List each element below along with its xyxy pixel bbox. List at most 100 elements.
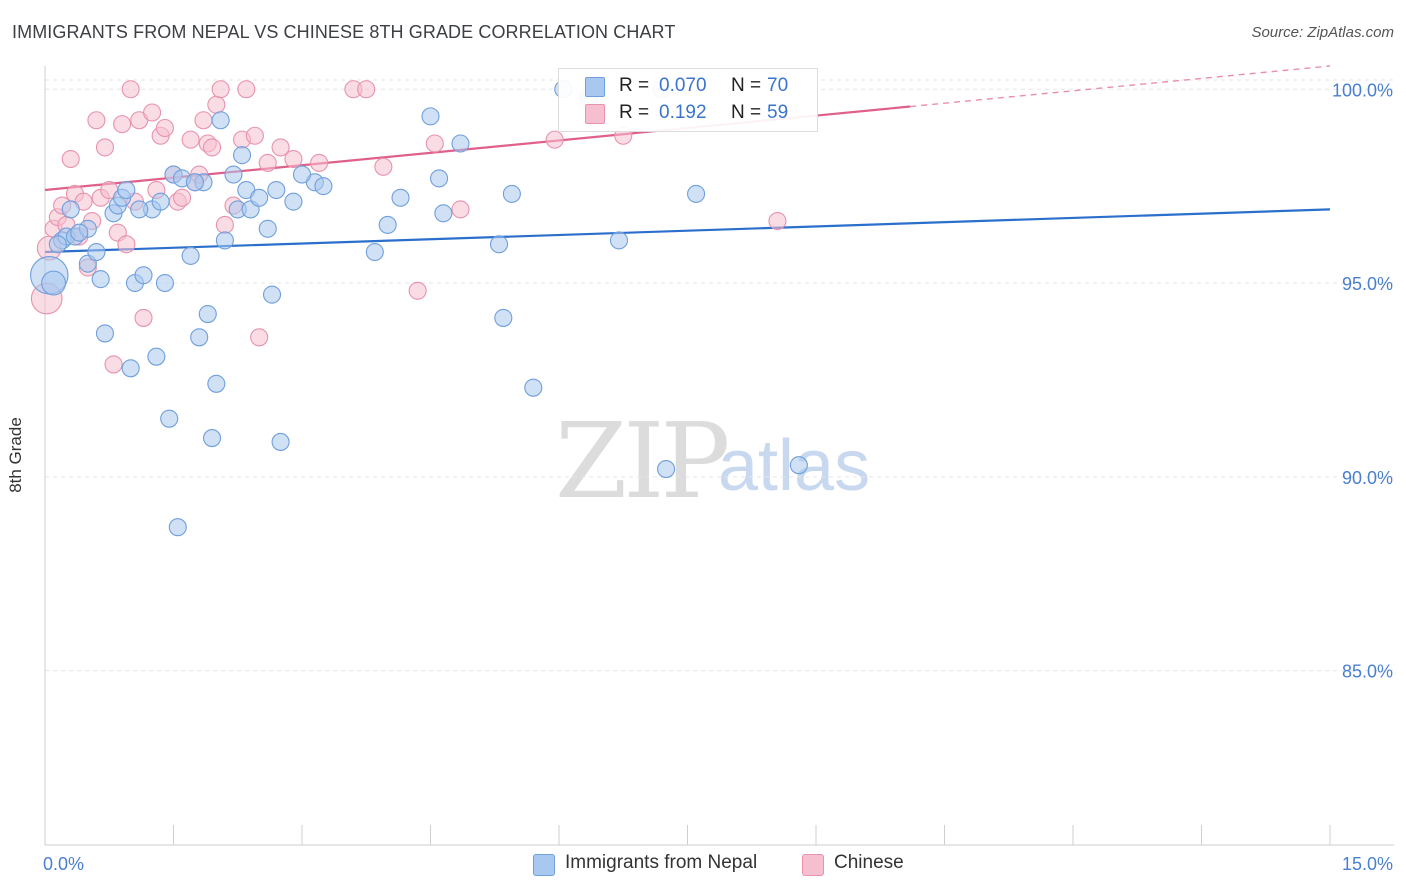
y-tick-label: 95.0% bbox=[1342, 274, 1393, 294]
data-point-nepal bbox=[271, 432, 290, 451]
source-credit: Source: ZipAtlas.com bbox=[1251, 24, 1394, 41]
legend-row-chinese: R = 0.192 N = 59 bbox=[559, 100, 817, 126]
data-point-nepal bbox=[292, 165, 312, 184]
data-point-nepal bbox=[494, 308, 513, 327]
data-point-nepal bbox=[267, 180, 286, 200]
data-point-nepal bbox=[160, 409, 179, 428]
data-point-nepal bbox=[87, 242, 106, 262]
data-point-nepal bbox=[147, 347, 166, 366]
chart-title: IMMIGRANTS FROM NEPAL VS CHINESE 8TH GRA… bbox=[12, 22, 676, 42]
data-point-nepal bbox=[789, 456, 808, 475]
data-point-nepal bbox=[190, 328, 209, 347]
data-point-chinese bbox=[87, 111, 106, 130]
tick-labels: 100.0% 95.0% 90.0% 85.0% 0.0% 15.0% bbox=[43, 80, 1393, 874]
data-point-chinese bbox=[284, 149, 303, 169]
trendline-chinese-dashed bbox=[910, 65, 1331, 108]
data-point-nepal bbox=[430, 169, 449, 188]
x-tick-label-min: 0.0% bbox=[43, 854, 84, 874]
data-point-nepal bbox=[421, 107, 440, 126]
watermark-zip: ZIP bbox=[555, 400, 730, 522]
data-point-nepal bbox=[262, 285, 282, 304]
data-point-nepal bbox=[250, 188, 269, 207]
data-point-nepal bbox=[434, 204, 453, 223]
data-point-nepal bbox=[224, 165, 243, 184]
data-point-nepal bbox=[391, 188, 410, 207]
data-point-chinese bbox=[181, 130, 200, 149]
axes bbox=[44, 66, 1394, 846]
y-tick-label: 100.0% bbox=[1332, 80, 1393, 100]
trendline-nepal bbox=[44, 208, 1331, 254]
data-point-chinese bbox=[61, 149, 80, 169]
data-point-chinese bbox=[258, 153, 277, 172]
legend-r-value-chinese: 0.192 bbox=[659, 102, 707, 123]
data-point-nepal bbox=[207, 374, 226, 393]
data-point-nepal bbox=[314, 177, 333, 196]
data-point-chinese bbox=[134, 308, 153, 327]
data-point-nepal bbox=[198, 304, 217, 324]
data-point-nepal bbox=[181, 246, 200, 265]
data-point-chinese bbox=[250, 328, 269, 347]
grid-lines bbox=[45, 79, 1394, 672]
data-point-nepal bbox=[211, 111, 230, 130]
data-point-nepal bbox=[284, 192, 303, 211]
legend-r-label: R = bbox=[619, 102, 650, 123]
data-point-chinese bbox=[374, 157, 393, 176]
data-point-nepal bbox=[365, 242, 384, 262]
data-point-chinese bbox=[95, 138, 115, 157]
data-point-chinese bbox=[203, 138, 222, 157]
data-point-chinese bbox=[451, 200, 470, 219]
data-point-nepal bbox=[121, 359, 140, 378]
data-point-chinese bbox=[310, 153, 329, 172]
y-tick-label: 85.0% bbox=[1342, 662, 1393, 682]
data-point-nepal bbox=[215, 231, 234, 250]
data-point-nepal bbox=[489, 235, 509, 254]
x-tick-label-max: 15.0% bbox=[1342, 854, 1393, 874]
data-point-nepal bbox=[91, 270, 110, 289]
trendline-nepal-solid bbox=[44, 208, 1331, 254]
data-point-nepal bbox=[95, 324, 115, 343]
legend-n-label: N = bbox=[731, 75, 762, 96]
legend-swatch-chinese bbox=[585, 104, 605, 124]
data-point-nepal bbox=[657, 460, 676, 479]
data-point-nepal bbox=[203, 429, 222, 448]
data-point-chinese bbox=[155, 118, 174, 138]
data-point-chinese bbox=[545, 130, 564, 149]
data-point-nepal bbox=[41, 270, 67, 296]
correlation-legend: R = 0.070 N = 70 R = 0.192 N = 59 bbox=[558, 68, 818, 132]
data-point-nepal bbox=[378, 215, 397, 234]
data-point-nepal bbox=[130, 200, 149, 219]
data-point-nepal bbox=[232, 146, 252, 165]
data-point-chinese bbox=[113, 115, 132, 134]
legend-n-value-nepal: 70 bbox=[767, 75, 789, 96]
data-point-chinese bbox=[173, 188, 192, 207]
data-point-chinese bbox=[245, 126, 264, 145]
data-point-nepal bbox=[70, 223, 89, 242]
legend-row-nepal: R = 0.070 N = 70 bbox=[559, 73, 817, 99]
legend-r-value-nepal: 0.070 bbox=[659, 75, 707, 96]
data-point-nepal bbox=[134, 266, 153, 285]
data-point-chinese bbox=[121, 80, 140, 99]
bottom-legend-swatch-nepal bbox=[533, 854, 555, 876]
data-point-nepal bbox=[185, 173, 204, 192]
data-point-nepal bbox=[155, 273, 174, 293]
data-point-chinese bbox=[271, 138, 290, 157]
data-point-chinese bbox=[211, 80, 230, 99]
data-point-chinese bbox=[143, 103, 162, 122]
data-point-nepal bbox=[524, 378, 543, 397]
data-point-chinese bbox=[425, 134, 444, 153]
data-point-nepal bbox=[48, 235, 67, 254]
data-point-nepal bbox=[151, 192, 170, 211]
data-point-chinese bbox=[117, 235, 136, 254]
legend-n-value-chinese: 59 bbox=[767, 102, 789, 123]
legend-r-label: R = bbox=[619, 75, 650, 96]
data-point-chinese bbox=[408, 281, 427, 300]
series-nepal-points bbox=[30, 80, 808, 537]
data-point-nepal bbox=[117, 180, 136, 200]
data-point-nepal bbox=[61, 200, 80, 219]
data-point-nepal bbox=[502, 184, 521, 203]
legend-swatch-nepal bbox=[585, 77, 605, 97]
data-point-nepal bbox=[451, 134, 470, 153]
bottom-legend-swatch-chinese bbox=[802, 854, 824, 876]
legend-n-label: N = bbox=[731, 102, 762, 123]
